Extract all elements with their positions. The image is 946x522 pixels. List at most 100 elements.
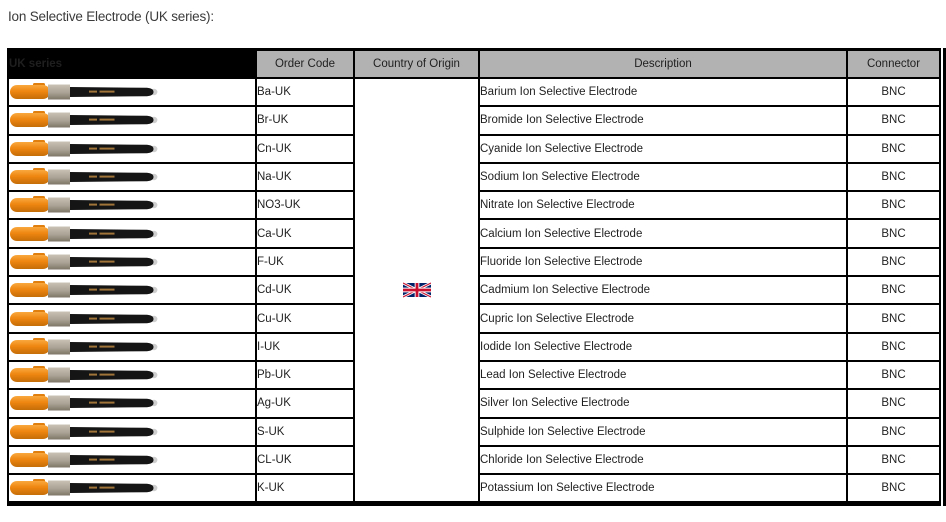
electrode-image-cell [7, 473, 257, 505]
connector-cell: BNC [846, 331, 941, 362]
electrode-image-cell [7, 105, 257, 136]
description-cell: Cyanide Ion Selective Electrode [478, 133, 848, 164]
description-cell: Cupric Ion Selective Electrode [478, 303, 848, 334]
ise-table: UK series Order Code Country of Origin D… [7, 48, 941, 507]
electrode-photo [9, 83, 165, 101]
electrode-image-cell [7, 388, 257, 419]
header-row: UK series Order Code Country of Origin D… [7, 48, 941, 79]
description-cell: Sulphide Ion Selective Electrode [478, 416, 848, 447]
electrode-image-cell [7, 246, 257, 278]
column-header-uk-series: UK series [7, 48, 257, 79]
electrode-photo [9, 281, 165, 299]
electrode-image-cell [7, 444, 257, 476]
electrode-image-cell [7, 275, 257, 306]
order-code-cell: Ag-UK [255, 388, 355, 419]
order-code-cell: Cd-UK [255, 275, 355, 306]
description-cell: Cadmium Ion Selective Electrode [478, 275, 848, 306]
electrode-image-cell [7, 416, 257, 447]
description-cell: Bromide Ion Selective Electrode [478, 105, 848, 136]
description-cell: Calcium Ion Selective Electrode [478, 218, 848, 249]
order-code-cell: Ba-UK [255, 76, 355, 108]
page-title: Ion Selective Electrode (UK series): [8, 9, 214, 24]
table-row: Cn-UK Cyanide Ion Selective Electrode BN… [7, 133, 941, 164]
connector-cell: BNC [846, 190, 941, 221]
order-code-cell: S-UK [255, 416, 355, 447]
electrode-photo [9, 196, 165, 214]
country-of-origin-cell [353, 77, 480, 505]
order-code-cell: F-UK [255, 246, 355, 278]
order-code-cell: Ca-UK [255, 218, 355, 249]
electrode-image-cell [7, 190, 257, 221]
electrode-image-cell [7, 218, 257, 249]
connector-cell: BNC [846, 246, 941, 278]
connector-cell: BNC [846, 218, 941, 249]
connector-cell: BNC [846, 275, 941, 306]
connector-cell: BNC [846, 303, 941, 334]
electrode-image-cell [7, 359, 257, 391]
table-row: Na-UK Sodium Ion Selective Electrode BNC [7, 161, 941, 193]
description-cell: Iodide Ion Selective Electrode [478, 331, 848, 362]
order-code-cell: CL-UK [255, 444, 355, 476]
order-code-cell: Cn-UK [255, 133, 355, 164]
table-row: K-UK Potassium Ion Selective Electrode B… [7, 473, 941, 505]
electrode-image-cell [7, 161, 257, 193]
electrode-photo [9, 394, 165, 412]
connector-cell: BNC [846, 416, 941, 447]
electrode-photo [9, 310, 165, 328]
description-cell: Fluoride Ion Selective Electrode [478, 246, 848, 278]
table-row: CL-UK Chloride Ion Selective Electrode B… [7, 444, 941, 476]
electrode-photo [9, 253, 165, 271]
order-code-cell: K-UK [255, 473, 355, 505]
table-row: Br-UK Bromide Ion Selective Electrode BN… [7, 105, 941, 136]
electrode-image-cell [7, 76, 257, 108]
connector-cell: BNC [846, 133, 941, 164]
table-row: Cd-UK Cadmium Ion Selective Electrode BN… [7, 275, 941, 306]
description-cell: Nitrate Ion Selective Electrode [478, 190, 848, 221]
connector-cell: BNC [846, 359, 941, 391]
table-row: Pb-UK Lead Ion Selective Electrode BNC [7, 359, 941, 391]
description-cell: Barium Ion Selective Electrode [478, 76, 848, 108]
table-row: Cu-UK Cupric Ion Selective Electrode BNC [7, 303, 941, 334]
electrode-photo [9, 338, 165, 356]
table-row: F-UK Fluoride Ion Selective Electrode BN… [7, 246, 941, 278]
column-header-description: Description [478, 48, 848, 79]
table-row: Ca-UK Calcium Ion Selective Electrode BN… [7, 218, 941, 249]
order-code-cell: Pb-UK [255, 359, 355, 391]
order-code-cell: NO3-UK [255, 190, 355, 221]
order-code-cell: Na-UK [255, 161, 355, 193]
description-cell: Silver Ion Selective Electrode [478, 388, 848, 419]
order-code-cell: Cu-UK [255, 303, 355, 334]
description-cell: Potassium Ion Selective Electrode [478, 473, 848, 505]
electrode-photo [9, 168, 165, 186]
connector-cell: BNC [846, 161, 941, 193]
electrode-image-cell [7, 303, 257, 334]
order-code-cell: Br-UK [255, 105, 355, 136]
table-row: NO3-UK Nitrate Ion Selective Electrode B… [7, 190, 941, 221]
connector-cell: BNC [846, 105, 941, 136]
connector-cell: BNC [846, 444, 941, 476]
table-row: Ag-UK Silver Ion Selective Electrode BNC [7, 388, 941, 419]
electrode-image-cell [7, 133, 257, 164]
table-row: S-UK Sulphide Ion Selective Electrode BN… [7, 416, 941, 447]
connector-cell: BNC [846, 473, 941, 505]
electrode-photo [9, 451, 165, 469]
electrode-photo [9, 225, 165, 243]
description-cell: Chloride Ion Selective Electrode [478, 444, 848, 476]
connector-cell: BNC [846, 388, 941, 419]
order-code-cell: I-UK [255, 331, 355, 362]
electrode-image-cell [7, 331, 257, 362]
table-row: I-UK Iodide Ion Selective Electrode BNC [7, 331, 941, 362]
table-row: Ba-UK Barium Ion Selective Electrode BNC [7, 76, 941, 505]
ise-table-wrapper: UK series Order Code Country of Origin D… [7, 48, 946, 507]
column-header-country-of-origin: Country of Origin [353, 48, 480, 79]
electrode-photo [9, 479, 165, 497]
description-cell: Lead Ion Selective Electrode [478, 359, 848, 391]
column-header-order-code: Order Code [255, 48, 355, 79]
electrode-photo [9, 140, 165, 158]
table-right-border [943, 48, 946, 507]
description-cell: Sodium Ion Selective Electrode [478, 161, 848, 193]
uk-flag-icon [403, 282, 431, 298]
electrode-photo [9, 111, 165, 129]
connector-cell: BNC [846, 76, 941, 108]
electrode-photo [9, 423, 165, 441]
